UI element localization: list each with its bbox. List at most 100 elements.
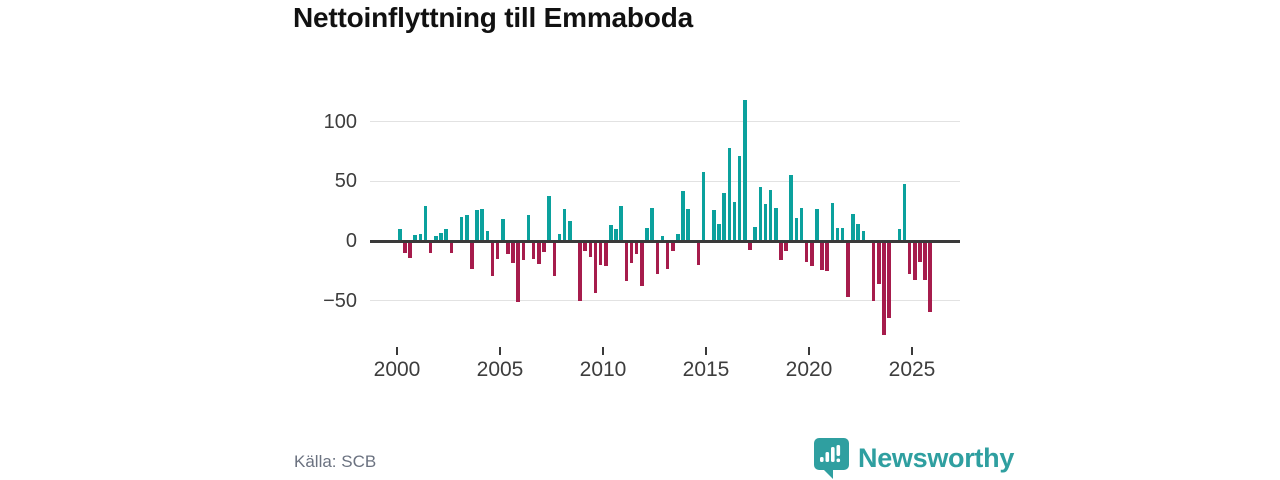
bar <box>825 242 830 272</box>
bar <box>423 206 428 241</box>
bar <box>846 242 850 298</box>
bar <box>506 242 510 255</box>
bar <box>578 242 582 302</box>
gridline <box>370 300 960 302</box>
bar <box>593 242 598 293</box>
bar <box>712 209 716 241</box>
bar <box>737 156 742 241</box>
bar <box>464 214 469 241</box>
bar <box>604 242 608 267</box>
bar <box>531 242 536 260</box>
bar <box>614 229 618 241</box>
bar <box>665 242 670 269</box>
bar <box>902 183 907 241</box>
bar <box>918 242 922 262</box>
bar <box>701 171 706 241</box>
bar <box>557 233 562 241</box>
source-note: Källa: SCB <box>294 452 377 471</box>
bar <box>871 242 876 302</box>
bar <box>459 217 464 241</box>
bar <box>634 242 639 255</box>
newsworthy-logo: Newsworthy <box>813 437 1014 479</box>
bar <box>763 203 768 241</box>
bar <box>686 208 690 241</box>
bar <box>861 231 866 241</box>
bar <box>804 242 809 262</box>
bar <box>722 193 727 241</box>
bar <box>449 242 454 254</box>
bar <box>645 227 649 241</box>
bar <box>676 233 680 241</box>
x-tick-mark <box>602 347 604 355</box>
bar <box>727 147 732 241</box>
bar <box>408 242 412 259</box>
bar <box>398 229 402 241</box>
bar <box>583 242 587 251</box>
y-tick-label: 100 <box>323 110 357 133</box>
gridline <box>370 180 960 182</box>
bar <box>758 187 763 241</box>
bar <box>799 207 804 241</box>
bar <box>413 235 418 241</box>
bar <box>619 206 624 241</box>
bar <box>609 225 613 241</box>
bar <box>717 224 721 241</box>
bar <box>495 242 500 260</box>
bar <box>516 242 521 303</box>
bar <box>475 209 479 241</box>
bar <box>439 232 443 241</box>
bar <box>789 175 793 241</box>
bar <box>562 208 567 241</box>
bar <box>588 242 593 257</box>
bar <box>897 229 902 241</box>
x-tick-mark <box>499 347 501 355</box>
bar <box>501 219 505 241</box>
bar <box>856 224 860 241</box>
bar <box>567 220 572 241</box>
bar <box>773 207 778 241</box>
bar <box>876 242 881 285</box>
bar <box>629 242 634 263</box>
bar <box>598 242 603 266</box>
bar <box>418 233 423 241</box>
bar <box>428 242 433 254</box>
bar <box>851 213 855 241</box>
bar <box>882 242 886 335</box>
bar <box>542 242 546 253</box>
bar <box>526 214 531 241</box>
bar <box>732 201 737 241</box>
bar <box>887 242 891 318</box>
x-tick-label: 2015 <box>682 358 730 381</box>
bar <box>815 208 819 241</box>
bar <box>810 242 814 267</box>
bar <box>928 242 933 312</box>
bar <box>670 242 675 251</box>
x-tick-mark <box>705 347 707 355</box>
bar <box>660 236 665 241</box>
y-tick-label: 50 <box>334 170 357 193</box>
bar <box>820 242 824 270</box>
y-tick-label: −50 <box>323 289 357 312</box>
bar <box>444 229 448 241</box>
bar <box>768 189 773 241</box>
y-tick-label: 0 <box>345 230 357 252</box>
bar <box>748 242 752 250</box>
newsworthy-speech-bubble-icon <box>813 437 850 479</box>
bar <box>547 195 551 241</box>
bar <box>485 231 490 241</box>
x-tick-mark <box>808 347 810 355</box>
bar <box>521 242 526 261</box>
bar <box>840 227 845 241</box>
bar <box>650 207 654 241</box>
x-tick-label: 2025 <box>888 358 936 381</box>
bar <box>779 242 783 261</box>
x-tick-mark <box>911 347 913 355</box>
chart-title: Nettoinflyttning till Emmaboda <box>293 2 693 33</box>
bar <box>784 242 788 251</box>
x-tick-mark <box>396 347 398 355</box>
bar <box>480 208 484 241</box>
x-tick-label: 2005 <box>476 358 524 381</box>
bar <box>913 242 917 280</box>
bar <box>753 226 757 241</box>
